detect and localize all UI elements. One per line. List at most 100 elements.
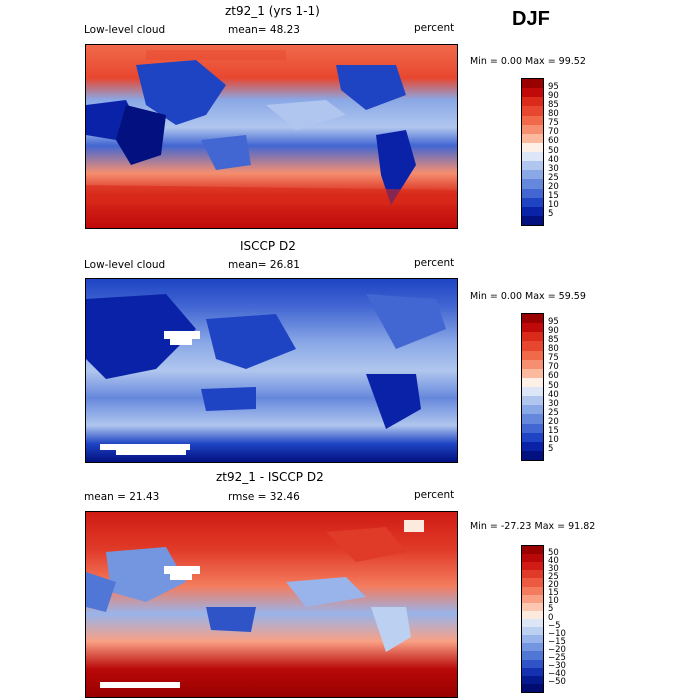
colorbar-segment	[522, 627, 543, 636]
colorbar-segment	[522, 161, 543, 171]
colorbar-segment	[522, 188, 543, 198]
colorbar-segment	[522, 594, 543, 603]
colorbar-tick-label: 0	[548, 612, 554, 623]
colorbar-segment	[522, 586, 543, 595]
colorbar-tick-label: 40	[548, 555, 559, 566]
colorbar-segment	[522, 618, 543, 628]
colorbar-segment	[522, 377, 543, 387]
colorbar-segment	[522, 106, 543, 116]
panel3-mean: mean = 21.43	[84, 491, 160, 503]
colorbar-segment	[522, 683, 543, 692]
panel3-minmax: Min = -27.23 Max = 91.82	[470, 521, 596, 532]
colorbar-tick-label: 5	[548, 604, 554, 615]
colorbar-tick-label: 25	[548, 571, 559, 582]
colorbar-tick-label: 85	[548, 334, 559, 345]
colorbar-segment	[522, 133, 543, 143]
colorbar-segment	[522, 554, 543, 563]
colorbar-segment	[522, 197, 543, 207]
colorbar-tick-label: 15	[548, 191, 559, 202]
colorbar-tick-label: 60	[548, 136, 559, 147]
colorbar-tick-label: −5	[548, 620, 561, 631]
panel2-units: percent	[414, 257, 455, 269]
colorbar-tick-label: 95	[548, 81, 559, 92]
colorbar-tick-label: −25	[548, 653, 566, 664]
colorbar-segment	[522, 88, 543, 98]
colorbar-tick-label: 50	[548, 380, 559, 391]
panel3-rmse: rmse = 32.46	[228, 491, 300, 503]
colorbar-segment	[522, 206, 543, 216]
colorbar-segment	[522, 578, 543, 587]
colorbar-segment	[522, 414, 543, 424]
colorbar-tick-label: −50	[548, 677, 566, 688]
colorbar-segment	[522, 350, 543, 360]
colorbar-segment	[522, 405, 543, 415]
panel1-field-label: Low-level cloud	[84, 24, 166, 36]
colorbar-segment	[522, 432, 543, 442]
colorbar-tick-label: −30	[548, 661, 566, 672]
colorbar-tick-label: 10	[548, 200, 559, 211]
colorbar-tick-label: 5	[548, 444, 554, 455]
panel2-minmax: Min = 0.00 Max = 59.59	[470, 291, 586, 302]
colorbar-segment	[522, 97, 543, 107]
colorbar-tick-label: 30	[548, 563, 559, 574]
colorbar-tick-label: 25	[548, 407, 559, 418]
panel2-mean: mean= 26.81	[228, 259, 300, 271]
colorbar-segment	[522, 332, 543, 342]
colorbar-tick-label: 15	[548, 426, 559, 437]
panel3-map-field	[86, 512, 457, 697]
colorbar-tick-label: 80	[548, 109, 559, 119]
colorbar-tick-label: 10	[548, 596, 559, 607]
colorbar-segment	[522, 450, 543, 460]
colorbar-segment	[522, 341, 543, 351]
colorbar-tick-label: 15	[548, 588, 559, 599]
colorbar-tick-label: 85	[548, 99, 559, 110]
colorbar-segment	[522, 675, 543, 684]
colorbar-tick-label: 50	[548, 547, 559, 558]
colorbar-tick-label: 20	[548, 417, 559, 427]
colorbar-tick-label: 70	[548, 127, 559, 138]
colorbar-tick-label: 90	[548, 325, 559, 336]
colorbar-segment	[522, 142, 543, 152]
colorbar-segment	[522, 659, 543, 668]
colorbar-tick-label: 20	[548, 580, 559, 591]
colorbar-tick-label: 30	[548, 398, 559, 409]
colorbar-tick-label: −20	[548, 644, 566, 655]
colorbar-tick-label: 20	[548, 182, 559, 192]
season-label: DJF	[512, 8, 550, 30]
colorbar-segment	[522, 215, 543, 225]
colorbar-tick-label: 40	[548, 389, 559, 400]
panel1-units: percent	[414, 22, 455, 34]
colorbar-segment	[522, 323, 543, 333]
panel2-map-field	[86, 279, 457, 462]
colorbar-segment	[522, 651, 543, 660]
colorbar-tick-label: 95	[548, 316, 559, 327]
panel1-title: zt92_1 (yrs 1-1)	[225, 4, 320, 18]
panel1-mean: mean= 48.23	[228, 24, 300, 36]
colorbar-tick-label: 50	[548, 145, 559, 156]
colorbar-segment	[522, 124, 543, 134]
colorbar-segment	[522, 79, 543, 89]
panel1-map	[85, 44, 458, 229]
colorbar-segment	[522, 602, 543, 611]
colorbar-tick-label: 10	[548, 435, 559, 446]
panel1-minmax: Min = 0.00 Max = 99.52	[470, 56, 586, 67]
colorbar-tick-label: 30	[548, 163, 559, 174]
panel2-map	[85, 278, 458, 463]
colorbar-tick-label: −40	[548, 669, 566, 680]
colorbar-segment	[522, 115, 543, 125]
colorbar-tick-label: 25	[548, 172, 559, 183]
colorbar-segment	[522, 562, 543, 571]
colorbar-segment	[522, 546, 543, 555]
panel2-title: ISCCP D2	[240, 239, 296, 253]
colorbar-segment	[522, 152, 543, 162]
panel1-map-field	[86, 45, 457, 228]
colorbar-tick-label: 75	[548, 353, 559, 364]
colorbar-tick-label: 40	[548, 154, 559, 165]
panel3-map	[85, 511, 458, 698]
colorbar-tick-label: −15	[548, 636, 566, 647]
colorbar-tick-label: 60	[548, 371, 559, 382]
panel3-colorbar	[521, 545, 544, 693]
colorbar-tick-label: 75	[548, 118, 559, 129]
colorbar-segment	[522, 314, 543, 324]
panel1-colorbar	[521, 78, 544, 226]
